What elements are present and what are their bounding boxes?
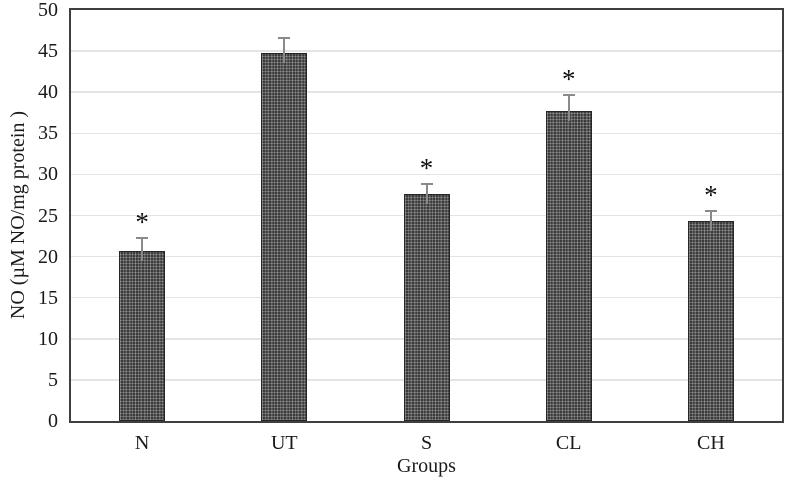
significance-asterisk-CL: *	[561, 63, 576, 94]
error-bar-S	[425, 182, 428, 205]
error-bar-cap-S	[420, 182, 433, 185]
error-bar-CL	[567, 93, 570, 122]
error-bar-cap-N	[136, 236, 149, 239]
gridline	[71, 173, 782, 176]
y-tick-label: 50	[38, 0, 58, 21]
x-axis-title: Groups	[397, 455, 456, 477]
bar-UT	[261, 52, 308, 421]
x-category-label-S: S	[420, 432, 433, 454]
y-tick-label: 10	[38, 327, 58, 350]
error-bar-UT	[283, 37, 286, 63]
error-bar-CH	[709, 209, 712, 232]
significance-asterisk-S: *	[419, 152, 434, 183]
y-tick-label: 20	[38, 245, 58, 268]
significance-asterisk-N: *	[135, 206, 149, 237]
bar-S	[403, 194, 450, 421]
gridline	[71, 132, 782, 135]
x-category-label-CH: CH	[696, 432, 725, 454]
y-tick-label: 15	[38, 286, 58, 309]
bar-N	[119, 250, 166, 421]
y-tick-label: 0	[48, 410, 58, 432]
y-tick-label: 35	[38, 122, 58, 145]
y-tick-label: 25	[38, 204, 58, 227]
error-bar-N	[141, 236, 144, 261]
y-tick-label: 5	[48, 368, 58, 391]
bar-CH	[687, 221, 734, 421]
x-category-label-N: N	[134, 432, 150, 454]
x-category-label-UT: UT	[270, 432, 298, 454]
y-tick-label: 45	[38, 40, 58, 63]
plot-area: * * * *	[69, 8, 784, 423]
y-tick-label: 30	[38, 163, 58, 186]
gridline	[71, 91, 782, 93]
significance-asterisk-CH: *	[704, 179, 718, 210]
error-bar-cap-UT	[278, 37, 291, 40]
x-category-label-CL: CL	[555, 432, 582, 454]
gridline	[71, 50, 782, 52]
bar-CL	[545, 111, 592, 421]
y-tick-label: 40	[38, 81, 58, 104]
error-bar-cap-CL	[562, 93, 575, 96]
error-bar-cap-CH	[704, 209, 717, 212]
